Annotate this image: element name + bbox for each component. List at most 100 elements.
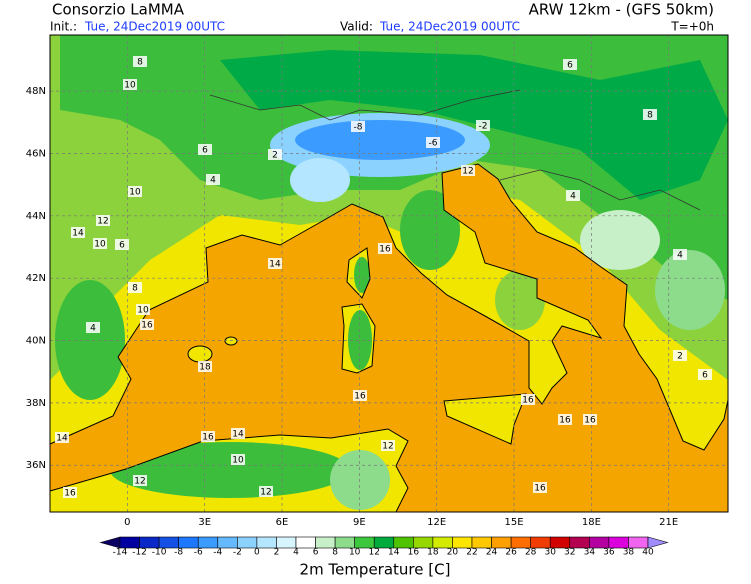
colorbar-tick-label: 34 [584, 548, 596, 558]
lon-tick-label: 21E [659, 517, 678, 528]
contour-label: 10 [124, 81, 136, 91]
lon-tick-label: 6E [276, 517, 289, 528]
contour-label-bg [563, 59, 577, 70]
contour-label-bg [231, 454, 245, 465]
colorbar-box [354, 536, 375, 549]
contour-label-bg [533, 482, 547, 493]
contour-label-bg [63, 487, 77, 498]
contour-label-bg [351, 121, 365, 132]
colorbar-box [276, 536, 297, 549]
colorbar-tick-label: 4 [293, 548, 299, 558]
lat-tick-label: 36N [26, 460, 46, 471]
contour-label-bg [426, 137, 440, 148]
lon-tick-label: 0 [124, 517, 130, 528]
map-frame [49, 34, 729, 513]
colorbar-tick-label: -10 [152, 548, 167, 558]
contour-label: -6 [429, 139, 438, 149]
lon-tick-label: 18E [582, 517, 601, 528]
contour-label-bg [128, 186, 142, 197]
colorbar-tick-label: 14 [388, 548, 400, 558]
colorbar-box [608, 536, 629, 549]
contour-label: 2 [272, 151, 278, 161]
lat-tick-label: 46N [26, 148, 46, 159]
contour-label: 12 [260, 488, 271, 498]
contour-label-bg [381, 440, 395, 451]
contour-label: 14 [269, 260, 281, 270]
contour-label: 16 [559, 416, 571, 426]
colorbar-box [510, 536, 531, 549]
contour-label: 16 [202, 433, 214, 443]
colorbar-tick-label: 16 [408, 548, 420, 558]
valid-value: Tue, 24Dec2019 00UTC [379, 20, 520, 34]
contour-label: 10 [94, 240, 106, 250]
colorbar-tick-label: -6 [194, 548, 203, 558]
contour-label-bg [133, 475, 147, 486]
colorbar-tick-label: 38 [623, 548, 635, 558]
lon-tick-label: 15E [505, 517, 524, 528]
lead-time: T=+0h [670, 20, 714, 34]
colorbar-box [530, 536, 551, 549]
contour-label-bg [259, 486, 273, 497]
colorbar-box [119, 536, 140, 549]
colorbar-box [217, 536, 238, 549]
lat-tick-label: 42N [26, 273, 46, 284]
lat-tick-label: 40N [26, 336, 46, 347]
contour-label: 4 [677, 251, 683, 261]
lon-tick-label: 12E [427, 517, 446, 528]
contour-label: 16 [379, 245, 391, 255]
colorbar-box [178, 536, 199, 549]
contour-label: 16 [141, 321, 153, 331]
colorbar-box [549, 536, 571, 549]
colorbar-tick-label: 28 [525, 548, 537, 558]
contour-label-bg [521, 394, 535, 405]
contour-label-bg [643, 109, 657, 120]
contour-label: 14 [56, 434, 68, 444]
colorbar-box [315, 536, 336, 549]
contour-label-bg [128, 282, 142, 293]
colorbar-end [99, 536, 121, 549]
contour-label: -2 [479, 122, 488, 132]
contour-label: 16 [354, 392, 366, 402]
colorbar-tick-label: 6 [313, 548, 319, 558]
colorbar-tick-label: -8 [174, 548, 183, 558]
contour-label-bg [115, 239, 129, 250]
contour-label-bg [476, 120, 490, 131]
contour-label: 2 [677, 352, 683, 362]
colorbar-tick-label: -2 [233, 548, 242, 558]
contour-label: 14 [232, 430, 244, 440]
contour-label-bg [136, 304, 150, 315]
contour-label: 16 [522, 396, 534, 406]
colorbar-box [197, 536, 219, 549]
valid-label: Valid: [340, 20, 373, 34]
contour-label: 8 [647, 111, 653, 121]
contour-label-bg [198, 361, 212, 372]
colorbar-label: 2m Temperature [C] [300, 561, 451, 579]
lat-tick-label: 44N [26, 211, 46, 222]
contour-label-bg [566, 190, 580, 201]
contour-label: 12 [382, 442, 393, 452]
contour-label: 16 [534, 484, 546, 494]
contour-label-bg [201, 431, 215, 442]
colorbar-tick-label: -14 [113, 548, 128, 558]
colorbar-box [158, 536, 179, 549]
colorbar-tick-label: 30 [544, 548, 556, 558]
colorbar-box [334, 536, 355, 549]
colorbar-box [139, 536, 160, 549]
contour-label-bg [673, 350, 687, 361]
colorbar-box [413, 536, 434, 549]
contour-label-bg [231, 428, 245, 439]
colorbar-tick-label: 32 [564, 548, 575, 558]
contour-label: 6 [202, 146, 208, 156]
contour-label: 4 [570, 192, 576, 202]
colorbar-box [628, 536, 649, 549]
colorbar-tick-label: 18 [427, 548, 439, 558]
colorbar-box [393, 536, 414, 549]
contour-label: 6 [119, 241, 125, 251]
colorbar-tick-label: 26 [505, 548, 517, 558]
colorbar-tick-label: -4 [213, 548, 222, 558]
contour-label-bg [673, 249, 687, 260]
colorbar-tick-label: 40 [642, 548, 654, 558]
colorbar-box [589, 536, 610, 549]
colorbar-end [647, 536, 669, 549]
map: 8 10 6 4 10 12 14 10 6 8 10 16 4 14 16 16 12 -2 -8 -6 2 4 8 6 14… [49, 34, 729, 513]
